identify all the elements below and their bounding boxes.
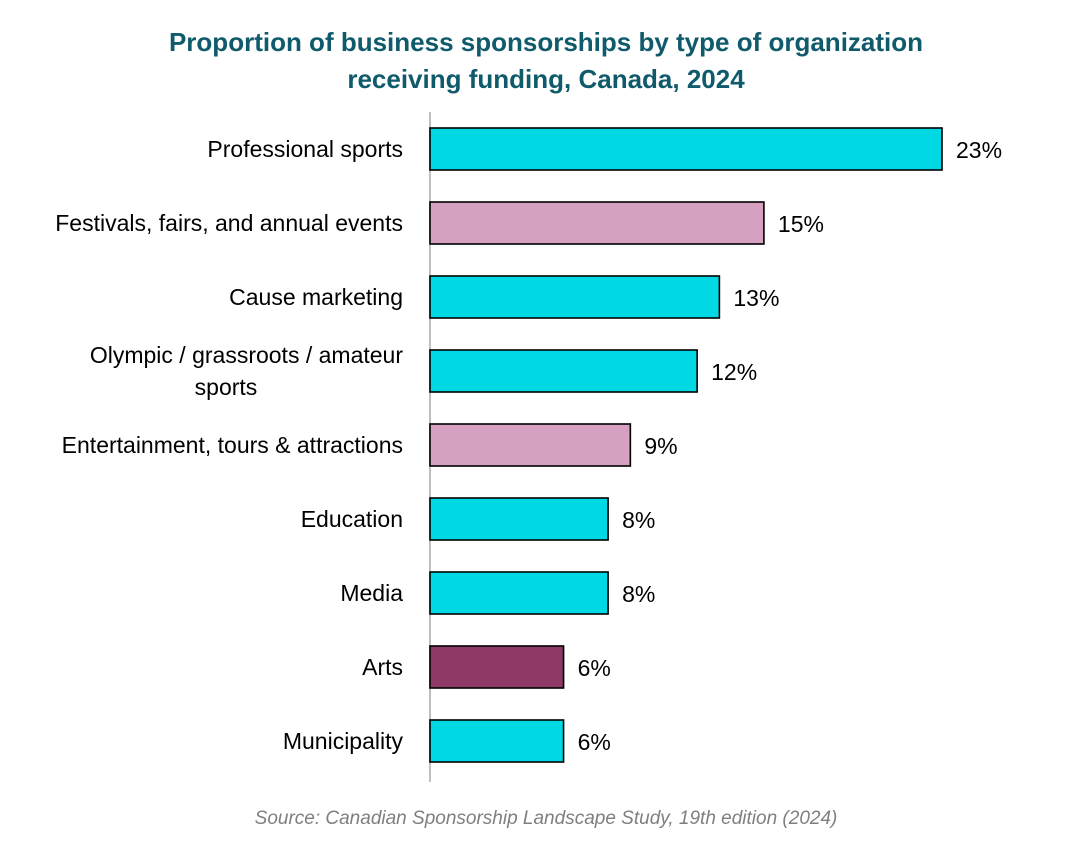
category-label: Municipality [283, 728, 404, 754]
chart-source-note: Source: Canadian Sponsorship Landscape S… [254, 808, 838, 829]
data-label: 8% [622, 507, 655, 533]
category-label: Festivals, fairs, and annual events [55, 210, 403, 236]
data-label: 15% [778, 211, 824, 237]
bar [429, 497, 609, 541]
category-label: Media [340, 580, 403, 606]
category-label: Entertainment, tours & attractions [62, 432, 403, 458]
chart-title-line-2: receiving funding, Canada, 2024 [347, 64, 745, 94]
data-label: 13% [733, 285, 779, 311]
bar [429, 571, 609, 615]
data-label: 9% [644, 433, 677, 459]
category-label: Olympic / grassroots / amateur [90, 342, 403, 368]
data-label: 8% [622, 581, 655, 607]
bar [429, 349, 698, 393]
chart-title-line-1: Proportion of business sponsorships by t… [168, 27, 924, 57]
category-label: Cause marketing [229, 284, 403, 310]
category-label: sports [195, 374, 258, 400]
category-label: Arts [362, 654, 403, 680]
data-label: 6% [578, 729, 611, 755]
chart-title: Proportion of business sponsorships by t… [0, 24, 1092, 98]
category-label: Education [301, 506, 403, 532]
bar [429, 127, 943, 171]
bar [429, 423, 632, 467]
data-label: 23% [956, 137, 1002, 163]
data-label: 12% [711, 359, 757, 385]
category-label: Professional sports [207, 136, 403, 162]
bar [429, 645, 565, 689]
data-label: 6% [578, 655, 611, 681]
bar [429, 719, 565, 763]
bar [429, 201, 765, 245]
bar [429, 275, 721, 319]
